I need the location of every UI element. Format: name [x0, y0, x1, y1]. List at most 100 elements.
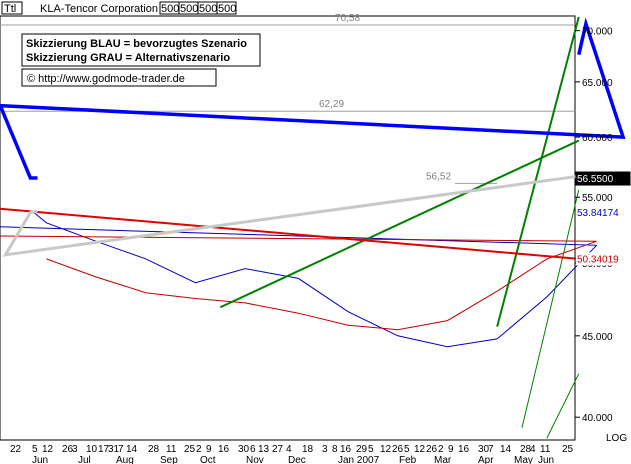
day-label: 26 [62, 444, 74, 455]
level-label: 70,58 [335, 13, 360, 24]
month-label: Dec [288, 455, 306, 464]
price-tick-label: 70.000 [582, 27, 613, 38]
trend-green-mid [521, 189, 580, 428]
month-label: Jun [538, 455, 554, 464]
month-label: Nov [246, 455, 264, 464]
day-label: 31 [108, 444, 120, 455]
trend-green-long [546, 373, 580, 439]
scenario-gray-path [2, 174, 580, 257]
day-label: 3 [72, 444, 78, 455]
price-label: 56.5500 [577, 174, 614, 185]
day-label: 14 [500, 444, 512, 455]
month-label: Sep [160, 455, 178, 464]
day-label: 14 [126, 444, 138, 455]
day-label: 6 [250, 444, 256, 455]
price-axis-ticks: 40.00045.00050.00055.00060.00065.00070.0… [575, 27, 613, 424]
legend: Skizzierung BLAU = bevorzugtes Szenario … [21, 33, 261, 87]
day-label: 13 [258, 444, 270, 455]
price-tick-label: 65.000 [582, 78, 613, 89]
channel-lower [219, 139, 580, 309]
copyright-box [21, 68, 217, 87]
month-label: Jul [78, 455, 91, 464]
day-label: 12 [380, 444, 392, 455]
header-field: 500 [161, 3, 179, 15]
log-scale-label: LOG [606, 433, 627, 444]
price-tick-label: 60.000 [582, 133, 613, 144]
scenario-blue-path [0, 17, 626, 180]
month-label: Jan 2007 [338, 455, 380, 464]
level-label: 56,52 [426, 171, 451, 182]
day-label: 2 [196, 444, 202, 455]
day-label: 26 [392, 444, 404, 455]
trendlines [0, 16, 580, 439]
moving-averages [0, 212, 598, 348]
month-label: Apr [478, 455, 494, 464]
legend-box [21, 33, 261, 67]
day-label: 16 [340, 444, 352, 455]
price-axis-labels: 56.5500 53.84174 50.34019 [575, 171, 631, 266]
ticker-box [1, 1, 23, 15]
day-label: 11 [166, 444, 177, 455]
day-label: 27 [272, 444, 284, 455]
copyright-link[interactable]: © http://www.godmode-trader.de [27, 73, 185, 85]
day-label: 30 [238, 444, 250, 455]
day-label: 7 [118, 444, 124, 455]
moving-average-red [0, 235, 597, 331]
chart-header: Ttl KLA-Tencor Corporation 500 500 500 500 [0, 0, 631, 16]
price-tick-label: 55.000 [582, 193, 613, 204]
legend-gray-scenario: Skizzierung GRAU = Alternativszenario [26, 52, 230, 64]
day-label: 3 [322, 444, 328, 455]
company-name: KLA-Tencor Corporation [40, 3, 158, 15]
price-label: 50.34019 [577, 254, 619, 265]
price-label-box [576, 252, 630, 266]
day-label: 18 [302, 444, 314, 455]
moving-average-blue [0, 212, 598, 348]
day-label: 28 [520, 444, 532, 455]
day-label: 25 [562, 444, 574, 455]
ticker-label: Ttl [4, 3, 16, 15]
price-label: 53.84174 [577, 208, 619, 219]
month-label: Oct [200, 455, 216, 464]
header-fields: 500 500 500 500 [159, 1, 237, 15]
day-label: 10 [86, 444, 98, 455]
day-label: 5 [32, 444, 38, 455]
month-label: Mar [434, 455, 452, 464]
day-label: 30 [478, 444, 490, 455]
month-label: Feb [399, 455, 417, 464]
price-tick-label: 40.000 [582, 413, 613, 424]
day-label: 12 [42, 444, 54, 455]
day-label: 11 [540, 444, 551, 455]
day-label: 4 [530, 444, 536, 455]
day-label: 16 [218, 444, 230, 455]
day-label: 17 [98, 444, 110, 455]
day-label: 2 [438, 444, 444, 455]
header-field: 500 [199, 3, 217, 15]
price-label-box [575, 171, 631, 186]
day-label: 5 [404, 444, 410, 455]
scenario-paths [0, 17, 626, 257]
day-label: 9 [206, 444, 212, 455]
channel-upper [496, 16, 580, 327]
day-label: 4 [286, 444, 292, 455]
day-label: 29 [356, 444, 368, 455]
day-label: 26 [426, 444, 438, 455]
month-label: Aug [116, 455, 134, 464]
legend-blue-scenario: Skizzierung BLAU = bevorzugtes Szenario [26, 38, 247, 50]
header-field-box [216, 1, 237, 15]
day-label: 22 [10, 444, 22, 455]
day-label: 16 [458, 444, 470, 455]
day-label: 7 [488, 444, 494, 455]
day-label: 8 [332, 444, 338, 455]
month-label: May [514, 455, 533, 464]
day-label: 9 [448, 444, 454, 455]
day-label: 25 [184, 444, 196, 455]
header-field: 500 [218, 3, 236, 15]
level-label: 62,29 [319, 99, 344, 110]
price-label-box [576, 205, 630, 219]
month-label: Jun [32, 455, 48, 464]
price-tick-label: 45.000 [582, 332, 613, 343]
header-field: 500 [180, 3, 198, 15]
resistance-red [0, 207, 579, 260]
